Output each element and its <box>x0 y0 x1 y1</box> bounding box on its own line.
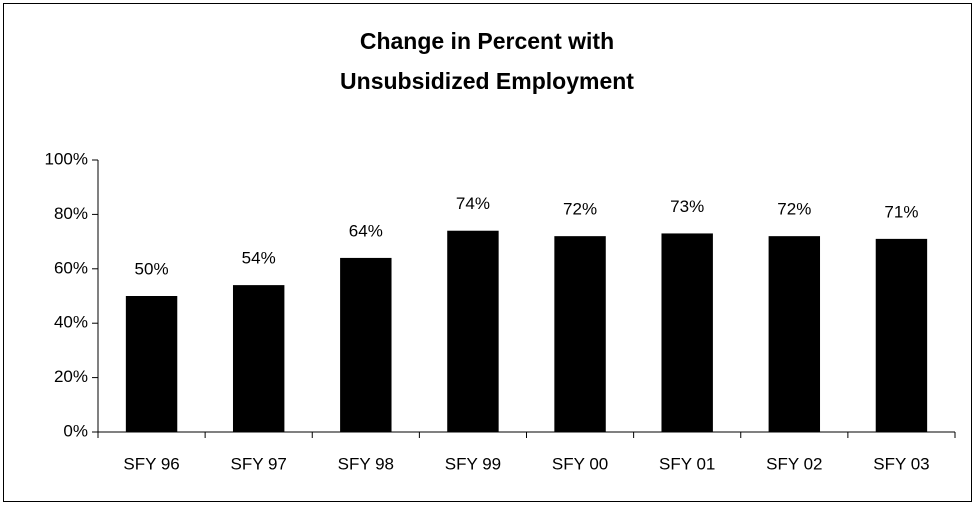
y-tick-label: 60% <box>54 258 88 277</box>
y-tick-label: 20% <box>54 367 88 386</box>
bar <box>875 238 928 432</box>
data-label: 64% <box>349 221 383 240</box>
data-label: 72% <box>563 200 597 219</box>
x-tick-label: SFY 01 <box>659 454 715 473</box>
bar <box>125 296 178 432</box>
y-tick-label: 100% <box>45 149 88 168</box>
data-label: 74% <box>456 194 490 213</box>
x-tick-label: SFY 00 <box>552 454 608 473</box>
y-tick-label: 0% <box>63 421 88 440</box>
x-tick-label: SFY 96 <box>123 454 179 473</box>
x-tick-label: SFY 02 <box>766 454 822 473</box>
x-tick-label: SFY 99 <box>445 454 501 473</box>
bar <box>340 257 392 432</box>
chart-title: Unsubsidized Employment <box>340 68 634 94</box>
data-label: 71% <box>884 202 918 221</box>
chart-title: Change in Percent with <box>360 28 614 54</box>
data-label: 73% <box>670 197 704 216</box>
y-tick-label: 80% <box>54 204 88 223</box>
y-tick-label: 40% <box>54 313 88 332</box>
data-label: 54% <box>242 249 276 268</box>
bar <box>768 236 821 432</box>
x-tick-label: SFY 98 <box>338 454 394 473</box>
bar <box>232 285 285 432</box>
bar <box>661 233 713 432</box>
bar <box>447 230 499 432</box>
x-tick-label: SFY 97 <box>230 454 286 473</box>
data-label: 72% <box>777 200 811 219</box>
bar <box>554 236 606 432</box>
x-tick-label: SFY 03 <box>873 454 929 473</box>
data-label: 50% <box>135 259 169 278</box>
